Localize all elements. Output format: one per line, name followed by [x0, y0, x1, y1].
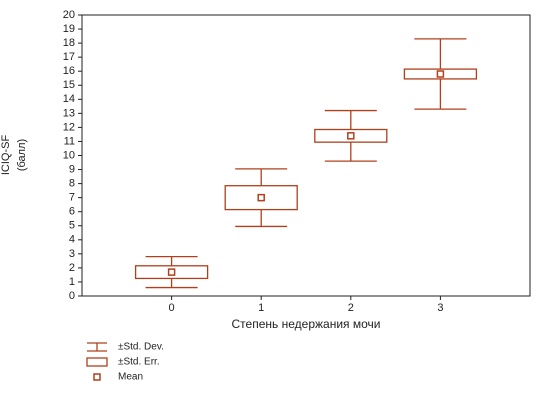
mean-marker — [436, 70, 445, 78]
legend-swatch — [86, 357, 108, 367]
legend-label: ±Std. Dev. — [118, 342, 164, 353]
y-tick-label: 11 — [64, 135, 75, 147]
plot-frame — [81, 14, 531, 297]
y-tick-label: 9 — [69, 163, 75, 175]
x-tick-label: 1 — [258, 302, 264, 314]
y-tick-label: 17 — [63, 51, 75, 63]
mean-marker — [167, 268, 176, 276]
y-tick-label: 19 — [63, 23, 75, 35]
y-tick-label: 20 — [63, 9, 75, 21]
y-tick-label: 16 — [63, 65, 75, 77]
x-tick-label: 3 — [437, 302, 443, 314]
legend-swatch — [93, 373, 101, 381]
y-axis-label: ICIQ-SF — [0, 135, 12, 176]
y-tick-label: 18 — [63, 37, 75, 49]
mean-marker — [257, 193, 265, 202]
y-tick-label: 2 — [69, 262, 75, 274]
y-tick-label: 15 — [63, 79, 75, 91]
y-tick-label: 1 — [69, 276, 75, 288]
y-tick-label: 4 — [69, 234, 75, 246]
y-tick-label: 10 — [63, 149, 75, 161]
y-axis-label: (балл) — [16, 139, 28, 171]
y-tick-label: 5 — [69, 220, 75, 232]
x-tick-label: 0 — [169, 302, 175, 314]
y-tick-label: 8 — [69, 178, 75, 190]
y-tick-label: 3 — [69, 248, 75, 260]
y-tick-label: 13 — [63, 107, 75, 119]
y-tick-label: 6 — [69, 206, 75, 218]
y-tick-label: 12 — [63, 121, 75, 133]
y-tick-label: 14 — [63, 93, 75, 105]
x-tick-label: 2 — [348, 302, 354, 314]
y-tick-label: 7 — [69, 192, 75, 204]
legend-label: ±Std. Err. — [118, 357, 160, 368]
y-tick-label: 0 — [69, 290, 75, 302]
legend-label: Mean — [118, 372, 143, 383]
mean-marker — [347, 132, 355, 140]
x-axis-label: Степень недержания мочи — [232, 317, 381, 331]
